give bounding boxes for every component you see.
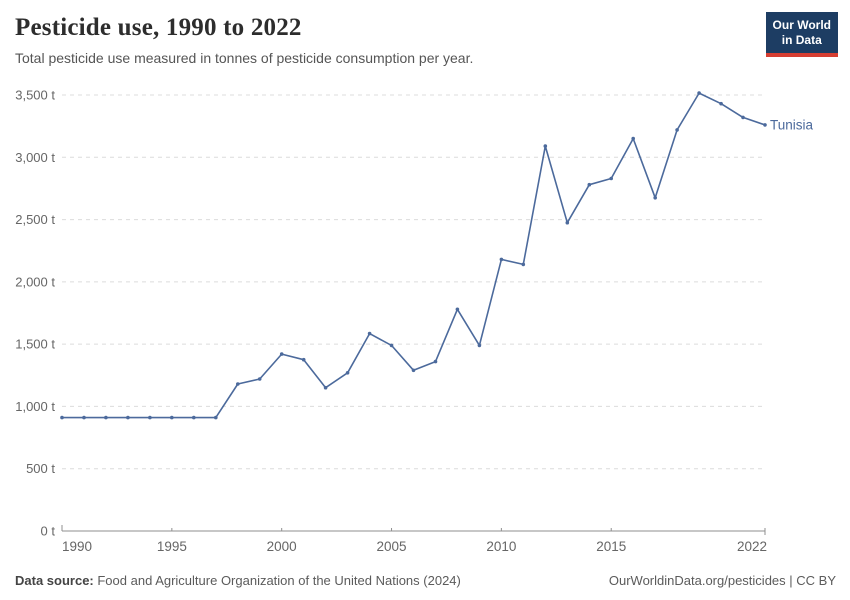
data-point-marker (631, 136, 635, 141)
data-point-marker (521, 262, 526, 267)
data-source-note: Data source: Food and Agriculture Organi… (15, 573, 461, 588)
data-point-marker (455, 307, 460, 312)
data-point-marker (82, 415, 86, 420)
owid-logo-line1: Our World (772, 18, 831, 32)
series-label-tunisia[interactable]: Tunisia (770, 117, 814, 132)
chart-header: Pesticide use, 1990 to 2022 Total pestic… (15, 14, 750, 66)
data-point-marker (214, 415, 218, 420)
data-point-marker (301, 357, 306, 362)
y-tick-label: 2,000 t (15, 274, 55, 289)
data-point-marker (236, 382, 240, 386)
x-tick-label: 2005 (377, 539, 407, 554)
y-tick-label: 3,000 t (15, 150, 55, 165)
data-point-marker (477, 343, 482, 348)
data-point-marker (170, 415, 174, 420)
data-point-marker (719, 101, 723, 106)
x-tick-label: 1990 (62, 539, 92, 554)
data-point-marker (192, 415, 196, 420)
data-point-marker (543, 144, 548, 148)
chart-footer: Data source: Food and Agriculture Organi… (15, 573, 836, 588)
x-tick-label: 2000 (267, 539, 297, 554)
data-point-marker (126, 415, 130, 420)
x-tick-label: 2022 (737, 539, 767, 554)
x-tick-label: 1995 (157, 539, 187, 554)
y-tick-label: 2,500 t (15, 212, 55, 227)
data-point-marker (257, 377, 262, 381)
y-tick-label: 1,000 t (15, 399, 55, 414)
data-point-marker (675, 128, 679, 132)
data-point-marker (609, 176, 613, 181)
data-point-marker (104, 415, 108, 420)
data-point-marker (763, 123, 767, 127)
data-point-marker (279, 352, 284, 356)
data-point-marker (697, 91, 701, 95)
data-source-text: Food and Agriculture Organization of the… (93, 573, 461, 588)
data-point-marker (323, 385, 328, 390)
owid-logo[interactable]: Our World in Data (765, 12, 838, 57)
data-point-marker (148, 415, 152, 420)
x-tick-label: 2015 (596, 539, 626, 554)
data-point-marker (60, 415, 64, 420)
data-point-marker (411, 368, 416, 373)
data-point-marker (345, 371, 350, 375)
chart-subtitle: Total pesticide use measured in tonnes o… (15, 50, 474, 66)
y-tick-label: 1,500 t (15, 337, 55, 352)
y-tick-label: 0 t (41, 524, 56, 539)
data-point-marker (565, 220, 570, 225)
data-point-marker (587, 182, 592, 187)
owid-logo-line2: in Data (781, 33, 822, 47)
attribution-link[interactable]: OurWorldinData.org/pesticides | CC BY (608, 573, 836, 588)
data-source-label: Data source: (15, 573, 94, 588)
chart-title: Pesticide use, 1990 to 2022 (15, 14, 302, 41)
y-tick-label: 3,500 t (15, 88, 55, 103)
x-tick-label: 2010 (486, 539, 516, 554)
data-point-marker (367, 331, 372, 336)
y-tick-label: 500 t (26, 461, 55, 476)
data-point-marker (741, 115, 745, 120)
data-point-marker (389, 343, 394, 348)
data-point-marker (653, 196, 657, 200)
data-point-marker (433, 359, 438, 364)
data-point-marker (499, 257, 504, 262)
